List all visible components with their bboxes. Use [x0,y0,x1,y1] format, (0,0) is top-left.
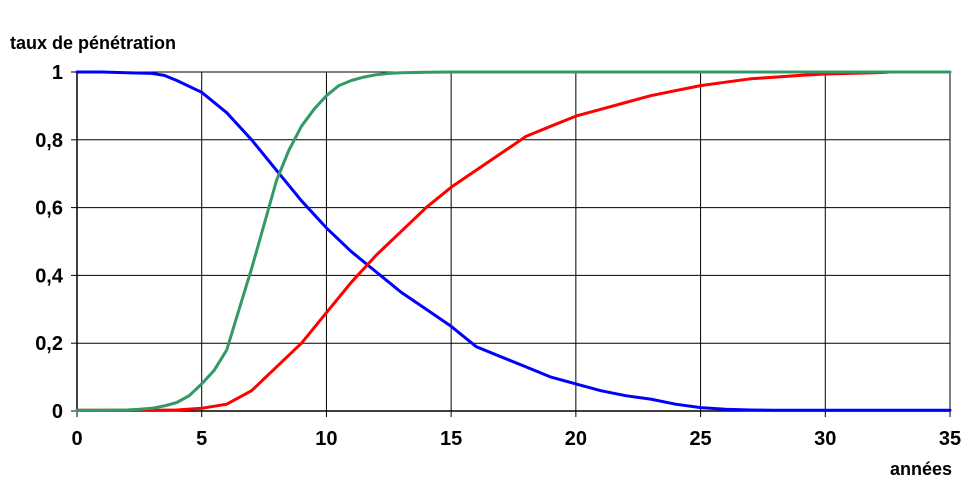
series-lines [75,70,952,412]
series-line-declining-curve [75,70,952,412]
series-line-slow-adoption-curve [75,70,890,412]
x-tick-label: 0 [71,428,82,450]
tick-labels: 00,20,40,60,810 5 10 15 20 25 30 35 [35,62,961,450]
x-axis-label: années [890,459,952,479]
x-tick-label: 25 [689,428,711,450]
x-tick-label: 10 [315,428,337,450]
y-tick-label: 0 [52,401,63,423]
x-tick-label: 35 [939,428,961,450]
x-tick-label: 20 [565,428,587,450]
x-tick-label: 15 [440,428,462,450]
y-tick-label: 1 [52,62,63,84]
y-tick-label: 0,6 [35,198,63,220]
series-line-fast-adoption-curve [75,70,952,412]
y-axis-label: taux de pénétration [10,33,176,53]
y-tick-label: 0,8 [35,130,63,152]
x-tick-label: 5 [196,428,207,450]
plot-area [77,72,950,411]
x-tick-label: 30 [814,428,836,450]
y-tick-label: 0,2 [35,333,63,355]
y-tick-label: 0,4 [35,265,64,287]
